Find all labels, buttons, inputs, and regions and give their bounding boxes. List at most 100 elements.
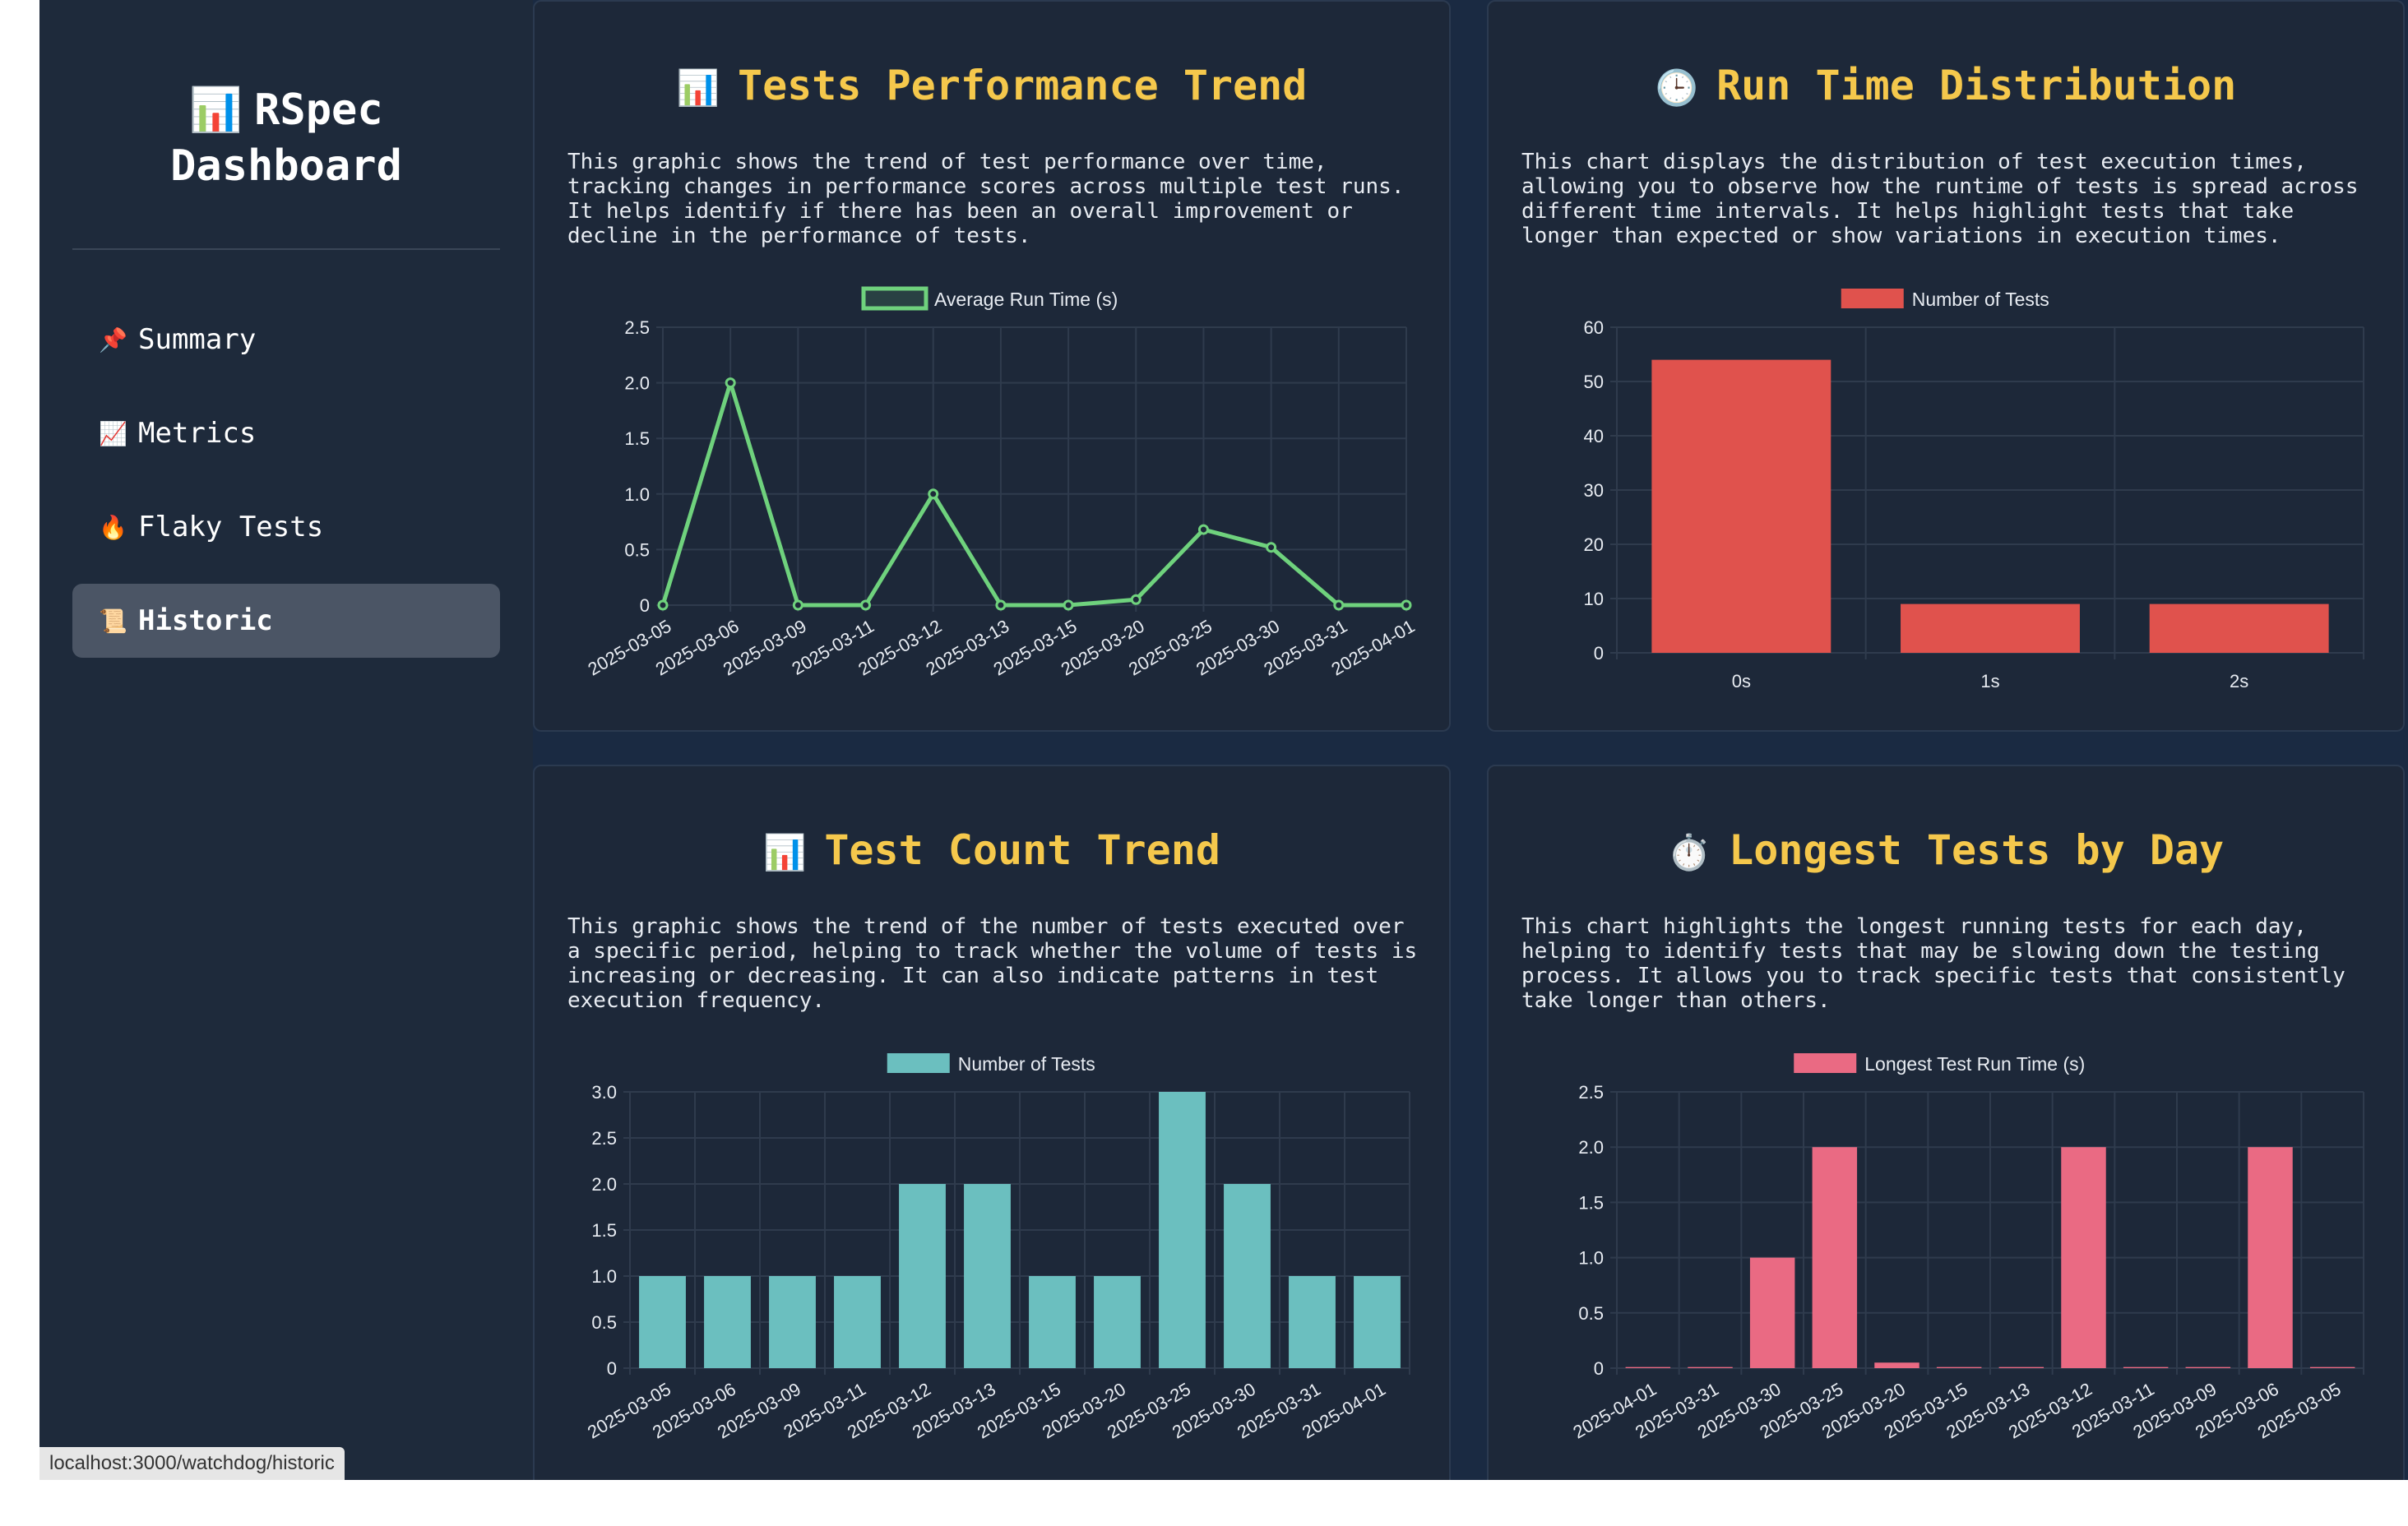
bar	[1688, 1366, 1733, 1368]
y-tick-label: 2.5	[1578, 1082, 1604, 1103]
bar	[2185, 1366, 2231, 1368]
bar	[2309, 1366, 2355, 1368]
run-time-distribution-chart[interactable]: Number of Tests 0 10 20 30 40 50 60 0s 1s 2s	[1489, 273, 2405, 732]
clock-icon: 🕒	[1655, 67, 1699, 108]
legend-label: Number of Tests	[1912, 289, 2049, 310]
card-description: This chart highlights the longest runnin…	[1521, 914, 2345, 1013]
bar	[2123, 1366, 2169, 1368]
card-title: ⏱️ Longest Tests by Day	[1489, 825, 2403, 877]
y-tick-label: 2.0	[1578, 1137, 1604, 1158]
y-tick-label: 1.0	[591, 1266, 617, 1287]
bar	[2248, 1147, 2293, 1368]
data-point	[792, 599, 803, 611]
y-tick-label: 2.5	[591, 1128, 617, 1149]
bar	[899, 1184, 946, 1368]
y-tick-label: 1.5	[624, 428, 650, 449]
y-tick-label: 0	[640, 595, 650, 616]
card-title: 📊 Tests Performance Trend	[535, 61, 1449, 113]
x-tick-label: 2s	[2230, 671, 2248, 691]
x-tick-label: 1s	[1980, 671, 1999, 691]
card-title-text: Run Time Distribution	[1716, 62, 2237, 109]
data-point	[1130, 594, 1141, 605]
sidebar-item-label: Historic	[138, 604, 273, 637]
bar	[1901, 603, 2080, 653]
card-title-text: Tests Performance Trend	[737, 62, 1308, 109]
card-title: 🕒 Run Time Distribution	[1489, 61, 2403, 113]
x-axis-labels: 2025-03-052025-03-062025-03-092025-03-11…	[584, 1379, 1389, 1443]
y-tick-label: 1.0	[624, 484, 650, 505]
x-axis-labels: 2025-04-012025-03-312025-03-302025-03-25…	[1569, 1379, 2344, 1443]
performance-trend-chart[interactable]: Average Run Time (s) 0 0.5 1.0 1.5 2.0 2.5 2025…	[535, 273, 1451, 732]
sidebar-item-flaky-tests[interactable]: 🔥 Flaky Tests	[72, 490, 500, 564]
legend-label: Average Run Time (s)	[934, 289, 1118, 310]
brand-line-2: Dashboard	[170, 141, 402, 191]
bar	[1874, 1362, 1919, 1368]
chart-marks	[1625, 1147, 2355, 1368]
fire-icon: 🔥	[99, 513, 127, 541]
x-axis-labels: 0s 1s 2s	[1732, 671, 2249, 691]
data-point	[928, 488, 939, 500]
bar-chart-icon: 📊	[189, 86, 243, 135]
bar-chart-icon: 📊	[763, 832, 807, 872]
y-tick-label: 1.5	[591, 1220, 617, 1241]
y-tick-label: 50	[1584, 372, 1604, 392]
bar	[1094, 1276, 1141, 1368]
chart-marks	[657, 377, 1412, 611]
bar	[2061, 1147, 2106, 1368]
x-axis-labels: 2025-03-052025-03-062025-03-092025-03-11…	[585, 616, 1419, 680]
legend-swatch	[1841, 289, 1904, 308]
data-point	[725, 377, 736, 389]
sidebar-item-historic[interactable]: 📜 Historic	[72, 584, 500, 658]
y-tick-label: 2.0	[624, 373, 650, 394]
bar	[1224, 1184, 1271, 1368]
longest-tests-chart[interactable]: Longest Test Run Time (s) 0 0.5 1.0 1.5 2.0 2.…	[1489, 1038, 2405, 1480]
chart-marks	[639, 1092, 1401, 1368]
chart-legend: Number of Tests	[1841, 289, 2049, 310]
legend-swatch	[1794, 1053, 1857, 1073]
sidebar-item-label: Summary	[138, 323, 257, 356]
x-tick-label: 0s	[1732, 671, 1751, 691]
bar-chart-icon: 📊	[676, 67, 720, 108]
y-tick-label: 0.5	[624, 539, 650, 560]
y-tick-label: 20	[1584, 534, 1604, 555]
y-tick-label: 0	[607, 1358, 617, 1379]
data-point	[1197, 524, 1209, 535]
card-title-text: Test Count Trend	[824, 826, 1220, 874]
y-tick-label: 2.0	[591, 1174, 617, 1195]
brand-title: 📊 RSpec Dashboard	[39, 82, 533, 194]
data-point	[1063, 599, 1074, 611]
card-tests-performance-trend: 📊 Tests Performance Trend This graphic sh…	[533, 0, 1451, 732]
card-description: This graphic shows the trend of test per…	[567, 150, 1405, 248]
y-tick-label: 1.5	[1578, 1192, 1604, 1213]
chart-increasing-icon: 📈	[99, 419, 127, 447]
sidebar-item-summary[interactable]: 📌 Summary	[72, 303, 500, 377]
chart-marks	[1651, 359, 2329, 653]
bar	[1936, 1366, 1982, 1368]
sidebar-item-label: Metrics	[138, 417, 257, 450]
data-point	[1401, 599, 1412, 611]
bar	[1289, 1276, 1336, 1368]
legend-label: Number of Tests	[958, 1053, 1095, 1075]
brand-line-1: RSpec	[254, 86, 383, 135]
bar	[1651, 359, 1831, 653]
y-tick-label: 60	[1584, 317, 1604, 338]
bar	[1749, 1257, 1795, 1368]
chart-legend: Longest Test Run Time (s)	[1794, 1053, 2085, 1075]
series-line	[660, 381, 1406, 608]
card-longest-tests-by-day: ⏱️ Longest Tests by Day This chart highli…	[1487, 765, 2405, 1480]
y-tick-label: 0	[1594, 1358, 1604, 1379]
data-point	[1333, 599, 1345, 611]
test-count-trend-chart[interactable]: Number of Tests 0 0.5 1.0 1.5 2.0 2.5 3.0 2025-0…	[535, 1038, 1451, 1480]
y-tick-label: 0.5	[591, 1312, 617, 1333]
bar	[2149, 603, 2329, 653]
card-title: 📊 Test Count Trend	[535, 825, 1449, 877]
chart-grid: 0 0.5 1.0 1.5 2.0 2.5 3.0	[591, 1082, 1410, 1379]
y-tick-label: 1.0	[1578, 1248, 1604, 1269]
bar	[639, 1276, 686, 1368]
chart-legend: Number of Tests	[887, 1053, 1095, 1075]
bar	[1625, 1366, 1671, 1368]
bar	[1998, 1366, 2044, 1368]
y-tick-label: 3.0	[591, 1082, 617, 1103]
app-window: 📊 RSpec Dashboard 📌 Summary 📈 Metrics 🔥 F…	[39, 0, 2408, 1480]
sidebar-item-metrics[interactable]: 📈 Metrics	[72, 396, 500, 470]
